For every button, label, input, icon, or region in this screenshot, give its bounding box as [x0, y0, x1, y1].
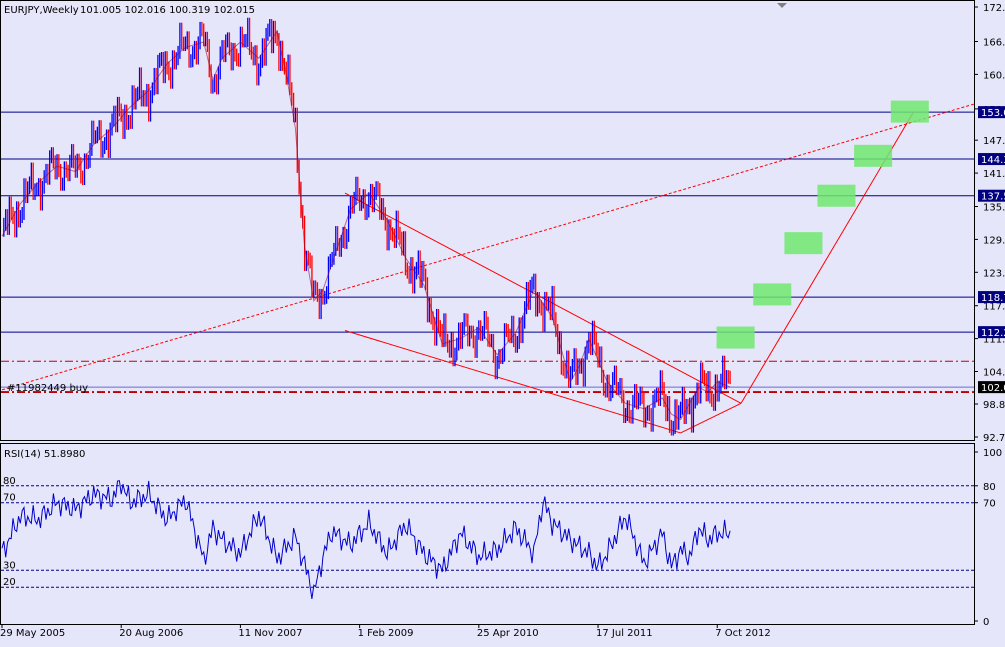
rsi-panel [0, 443, 975, 625]
rsi-series-line [1, 480, 731, 599]
target-box [817, 184, 856, 207]
rsi-tick-label: 100 [983, 448, 1002, 459]
price-tick-label: 92.75 [983, 433, 1005, 444]
price-tag [978, 153, 1005, 166]
price-tag-label: 102.0 [981, 383, 1005, 394]
price-tick-label: 98.87 [983, 400, 1005, 411]
price-tag-label: 112.2 [981, 328, 1005, 339]
rsi-tick-label: 0 [983, 617, 989, 628]
rsi-level-label: 30 [3, 560, 16, 571]
price-series-line [1, 30, 731, 421]
price-tag [978, 326, 1005, 339]
price-tag [978, 291, 1005, 304]
price-tick-label: 129.4 [983, 235, 1005, 246]
price-tag-label: 118.7 [981, 293, 1005, 304]
rsi-level-label: 70 [3, 493, 16, 504]
order-label: #11982449 buy [7, 383, 88, 394]
price-tick-label: 160.0 [983, 70, 1005, 81]
time-tick-label: 17 Jul 2011 [596, 628, 653, 639]
symbol-title: EURJPY,Weekly [4, 5, 79, 16]
price-plot-area [1, 17, 974, 436]
price-tick-label: 172.5 [983, 3, 1005, 14]
wedge-upper-line [344, 192, 742, 404]
price-tag-label: 137.5 [981, 192, 1005, 203]
time-tick-label: 7 Oct 2012 [715, 628, 770, 639]
rsi-plot-area: 80 70 30 20 [1, 476, 974, 599]
time-tick-label: 11 Nov 2007 [238, 628, 302, 639]
price-tick-label: 147.8 [983, 136, 1005, 147]
price-tick-label: 104.9 [983, 367, 1005, 378]
ohlc-values: 101.005 102.016 100.319 102.015 [80, 5, 255, 16]
rsi-title: RSI(14) 51.8980 [4, 449, 85, 460]
price-tick-label: 166.1 [983, 38, 1005, 49]
dotted-trendline [1, 103, 974, 391]
price-tick-label: 111.0 [983, 335, 1005, 346]
price-tick-label: 117.1 [983, 302, 1005, 313]
time-tick-label: 20 Aug 2006 [119, 628, 183, 639]
target-box [890, 100, 929, 123]
wedge-apex-line [680, 402, 742, 434]
target-box [854, 144, 893, 167]
time-tick-label: 25 Apr 2010 [477, 628, 539, 639]
shift-marker-icon[interactable] [777, 3, 787, 8]
rsi-tick-label: 70 [983, 499, 996, 510]
price-tag [978, 381, 1005, 394]
target-box [716, 326, 755, 349]
price-tick-label: 135.5 [983, 202, 1005, 213]
price-tick-label: 123.3 [983, 268, 1005, 279]
rsi-level-label: 20 [3, 577, 16, 588]
axes: 172.5166.1160.0153.6147.8141.7135.5129.4… [0, 3, 1005, 639]
target-box [784, 232, 823, 255]
price-tag [978, 189, 1005, 202]
time-tick-label: 1 Feb 2009 [358, 628, 414, 639]
price-tag [978, 106, 1005, 119]
price-tag-label: 153.0 [981, 108, 1005, 119]
target-box [753, 283, 792, 306]
rsi-tick-label: 80 [983, 482, 996, 493]
rsi-level-label: 80 [3, 476, 16, 487]
price-tick-label: 141.7 [983, 169, 1005, 180]
time-tick-label: 29 May 2005 [0, 628, 65, 639]
price-tag-label: 144.3 [981, 155, 1005, 166]
wedge-lower-line [344, 330, 681, 434]
